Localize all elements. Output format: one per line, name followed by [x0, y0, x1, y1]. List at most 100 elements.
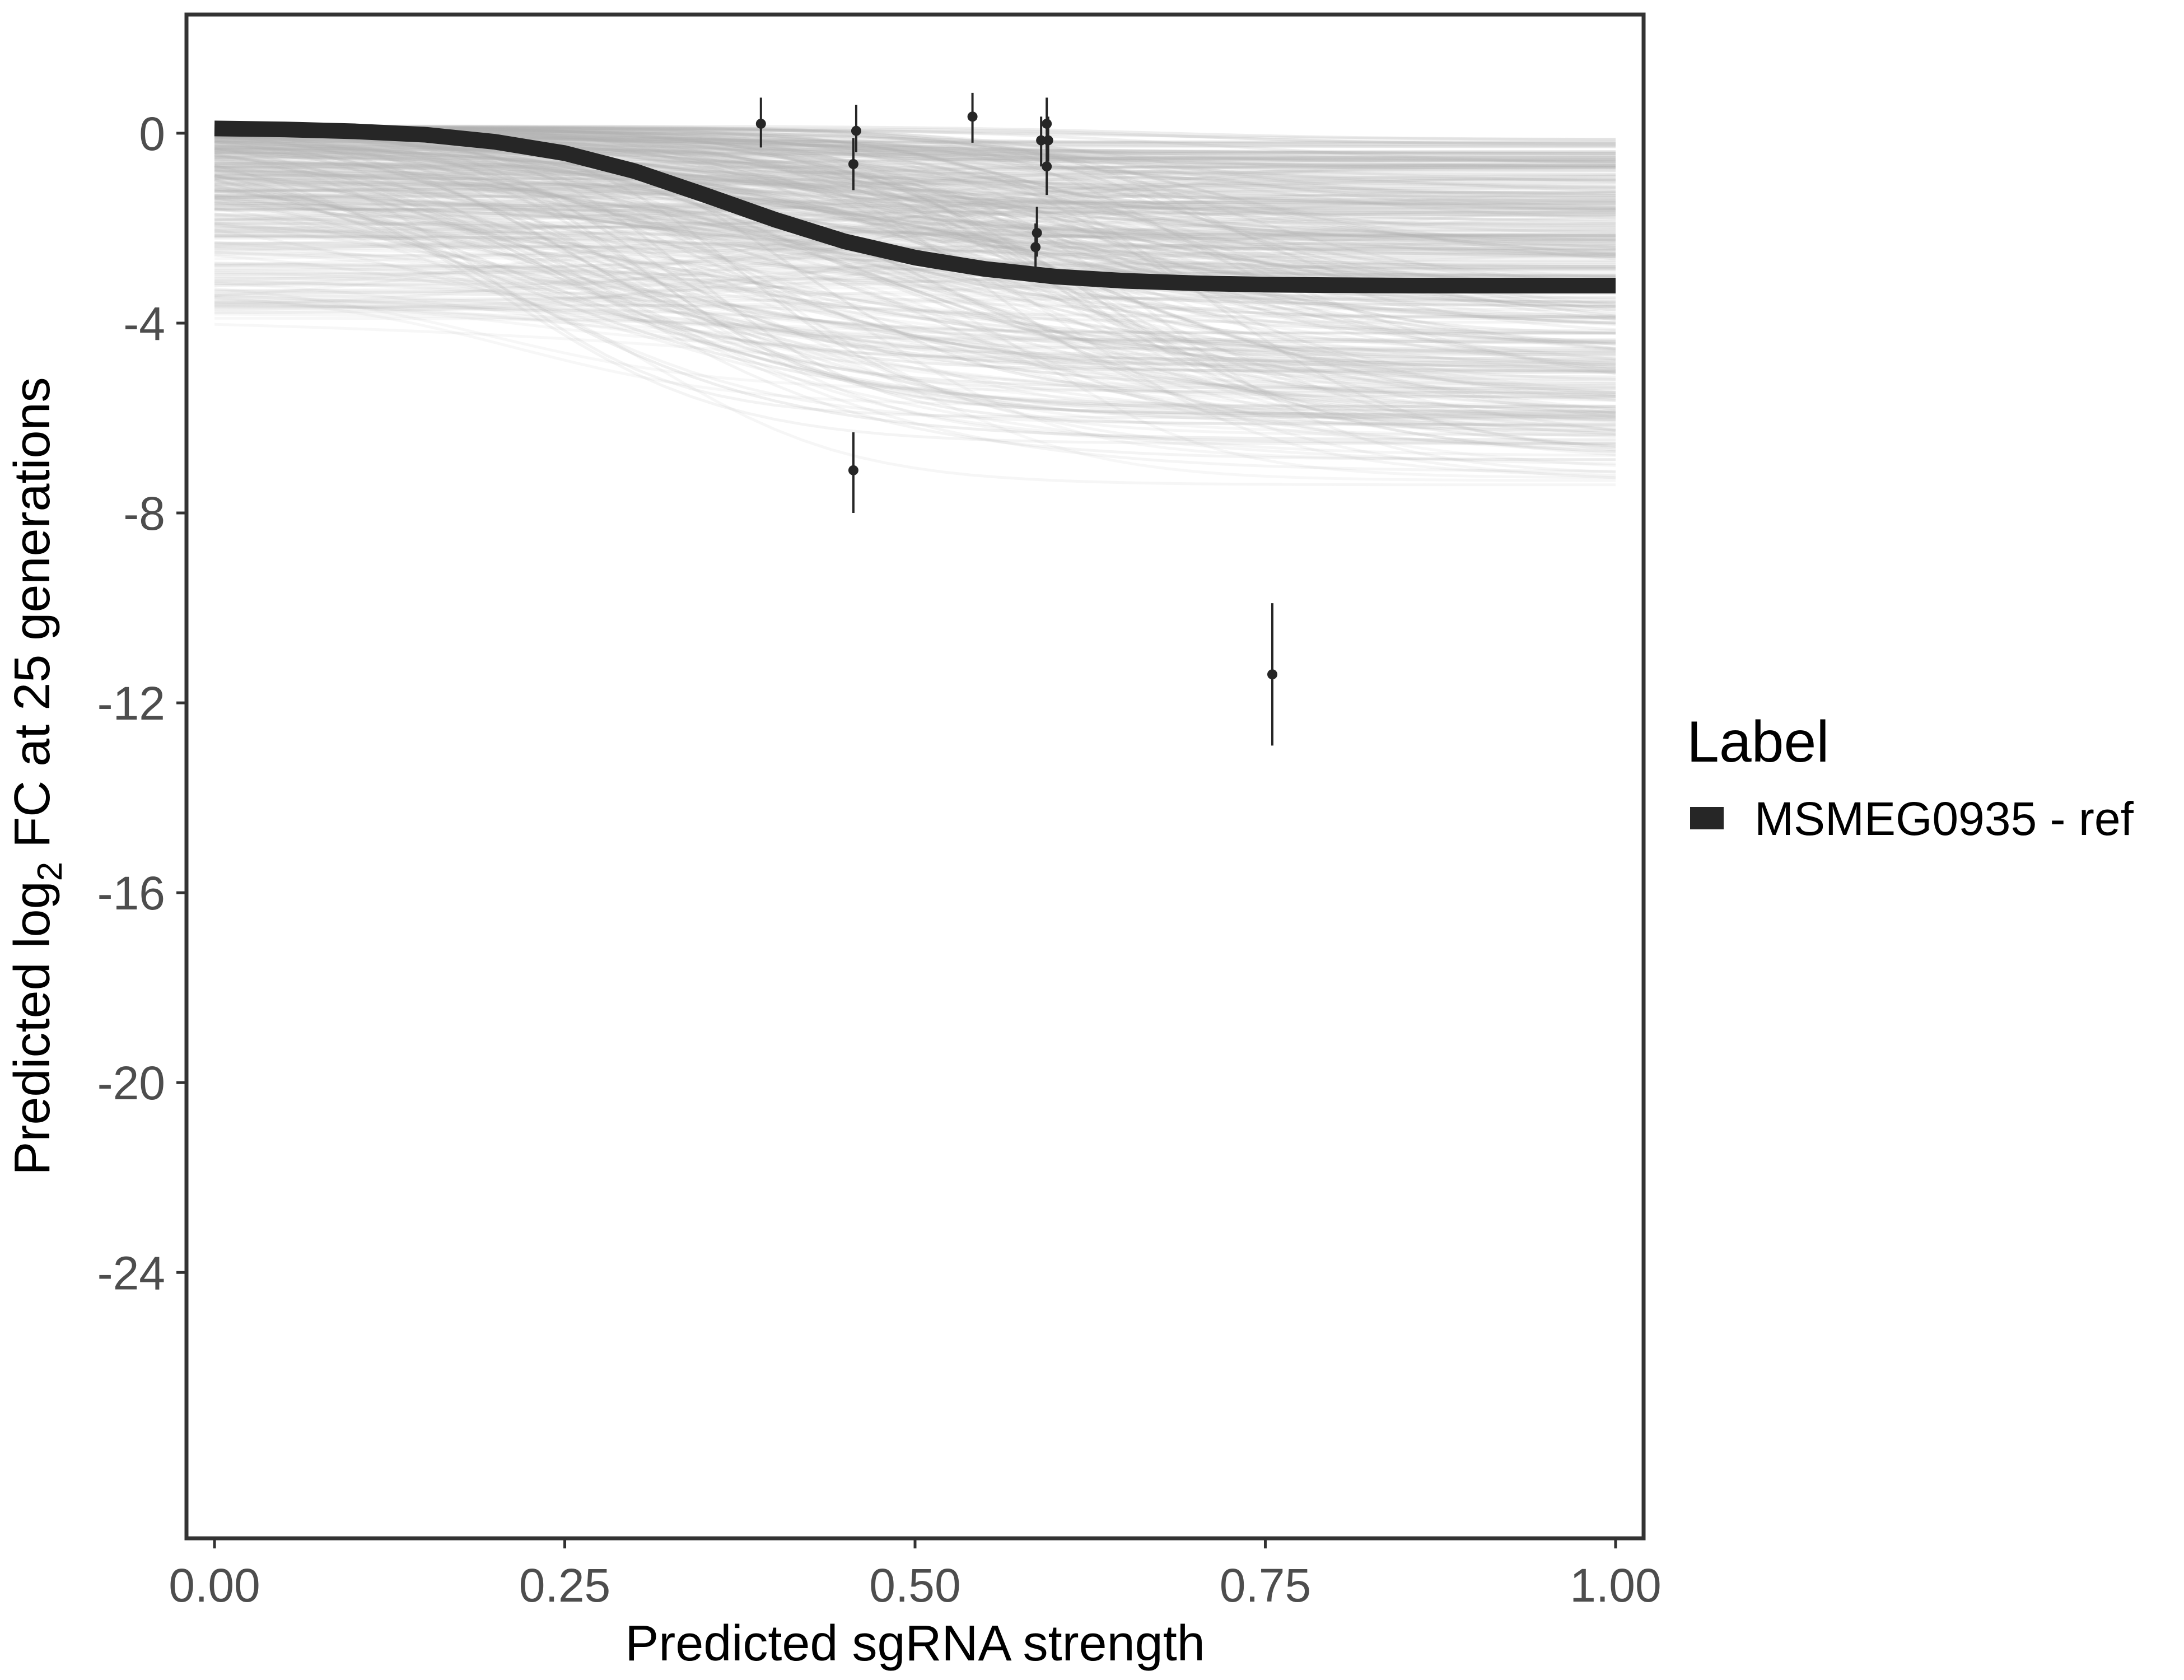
posterior-draw-curve [214, 144, 1616, 202]
posterior-draw-curve [214, 200, 1616, 237]
posterior-draw-curve [214, 148, 1616, 332]
posterior-draws [214, 124, 1616, 487]
posterior-draw-curve [214, 177, 1616, 241]
posterior-draw-curve [214, 234, 1616, 239]
posterior-draw-curve [214, 144, 1616, 344]
posterior-draw-curve [214, 172, 1616, 239]
y-axis-title-prefix: Predicted log [4, 881, 60, 1175]
posterior-draw-curve [214, 156, 1616, 169]
data-point [851, 125, 861, 136]
posterior-draw-curve [214, 178, 1616, 414]
posterior-draw-curve [214, 151, 1616, 240]
posterior-draw-curve [214, 143, 1616, 167]
posterior-draw-curve [214, 166, 1616, 181]
posterior-draw-curve [214, 161, 1616, 175]
observations-layer [755, 92, 1277, 746]
posterior-draw-curve [214, 139, 1616, 209]
posterior-draw-curve [214, 158, 1616, 188]
posterior-draw-curve [214, 169, 1616, 370]
posterior-draw-curve [214, 125, 1616, 283]
posterior-draw-curve [214, 166, 1616, 170]
posterior-draw-curve [214, 197, 1616, 214]
posterior-draw-curve [214, 156, 1616, 270]
posterior-draw-curve [214, 208, 1616, 222]
posterior-draw-curve [214, 201, 1616, 234]
posterior-draw-curve [214, 151, 1616, 258]
posterior-draw-curve [214, 182, 1616, 217]
posterior-draw-curve [214, 269, 1616, 342]
posterior-draw-curve [214, 175, 1616, 199]
posterior-draw-curve [214, 232, 1616, 268]
posterior-draw-curve [214, 166, 1616, 176]
posterior-draw-curve [214, 304, 1616, 467]
posterior-draw-curve [214, 189, 1616, 230]
x-tick-label: 0.75 [1220, 1559, 1312, 1612]
posterior-draw-curve [214, 166, 1616, 199]
data-point [1036, 135, 1047, 146]
posterior-draw-curve [214, 207, 1616, 479]
y-tick-label: -24 [97, 1247, 165, 1299]
posterior-draw-curve [214, 125, 1616, 260]
data-point [1043, 135, 1053, 146]
posterior-draw-curve [214, 197, 1616, 365]
posterior-draw-curve [214, 181, 1616, 199]
posterior-draw-curve [214, 150, 1616, 422]
posterior-draw-curve [214, 300, 1616, 349]
posterior-draw-curve [214, 160, 1616, 195]
posterior-draw-curve [214, 164, 1616, 192]
posterior-draw-curve [214, 156, 1616, 166]
posterior-draw-curve [214, 200, 1616, 232]
posterior-draw-curve [214, 251, 1616, 352]
posterior-draw-curve [214, 155, 1616, 176]
posterior-draw-curve [214, 144, 1616, 188]
posterior-draw-curve [214, 125, 1616, 162]
posterior-draw-curve [214, 194, 1616, 246]
posterior-draw-curve [214, 127, 1616, 366]
posterior-draw-curve [214, 180, 1616, 252]
posterior-draw-curve [214, 241, 1616, 354]
posterior-draw-curve [214, 140, 1616, 249]
posterior-draw-curve [214, 206, 1616, 410]
posterior-draw-curve [214, 188, 1616, 258]
posterior-draw-curve [214, 291, 1616, 309]
posterior-draw-curve [214, 165, 1616, 237]
posterior-draw-curve [214, 161, 1616, 250]
posterior-draw-curve [214, 217, 1616, 226]
y-tick-label: -4 [123, 297, 165, 350]
posterior-draw-curve [214, 136, 1616, 223]
posterior-draw-curve [214, 194, 1616, 279]
posterior-draw-curve [214, 175, 1616, 256]
data-point [1032, 227, 1042, 238]
posterior-draw-curve [214, 323, 1616, 449]
posterior-draw-curve [214, 252, 1616, 301]
posterior-draw-curve [214, 164, 1616, 258]
posterior-draw-curve [214, 154, 1616, 165]
posterior-draw-curve [214, 195, 1616, 444]
x-tick-label: 0.50 [869, 1559, 961, 1612]
posterior-draw-curve [214, 198, 1616, 357]
posterior-draw-curve [214, 225, 1616, 375]
posterior-draw-curve [214, 164, 1616, 441]
posterior-draw-curve [214, 141, 1616, 218]
posterior-draw-curve [214, 157, 1616, 199]
posterior-draw-curve [214, 153, 1616, 362]
posterior-draw-curve [214, 158, 1616, 375]
posterior-draw-curve [214, 126, 1616, 237]
posterior-draw-curve [214, 145, 1616, 204]
posterior-draw-curve [214, 188, 1616, 385]
posterior-draw-curve [214, 302, 1616, 353]
posterior-draw-curve [214, 183, 1616, 477]
posterior-draw-curve [214, 169, 1616, 318]
posterior-draw-curve [214, 148, 1616, 159]
posterior-draw-curve [214, 282, 1616, 342]
posterior-draw-curve [214, 170, 1616, 212]
y-tick-label: -20 [97, 1057, 165, 1109]
legend-title: Label [1687, 710, 1829, 774]
posterior-draw-curve [214, 222, 1616, 246]
posterior-draw-curve [214, 146, 1616, 326]
posterior-draw-curve [214, 125, 1616, 335]
posterior-draw-curve [214, 200, 1616, 238]
y-axis-title-subscript: 2 [31, 862, 69, 881]
posterior-draw-curve [214, 127, 1616, 170]
posterior-draw-curve [214, 232, 1616, 282]
